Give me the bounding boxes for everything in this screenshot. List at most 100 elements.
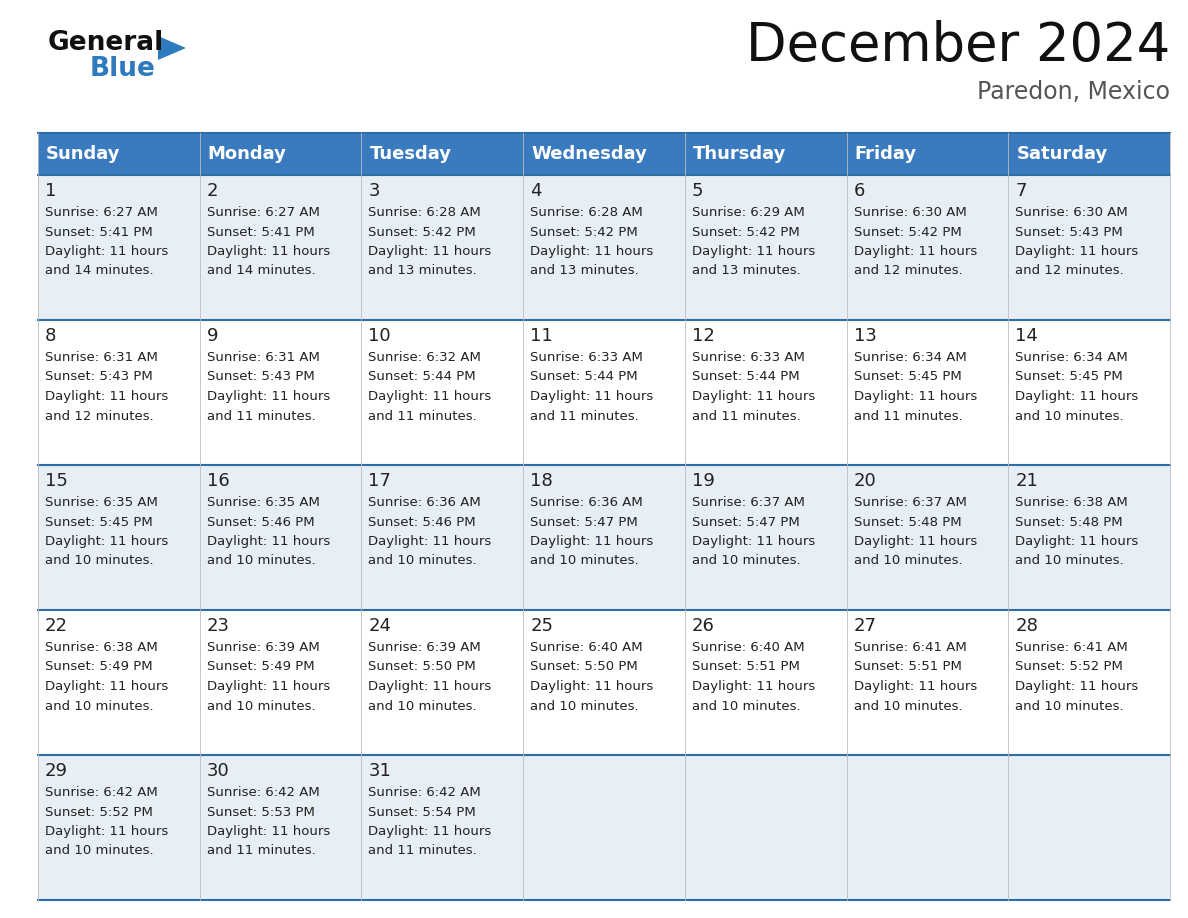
Text: Sunrise: 6:38 AM: Sunrise: 6:38 AM [1016,496,1129,509]
Text: Sunset: 5:45 PM: Sunset: 5:45 PM [1016,371,1123,384]
Text: 11: 11 [530,327,552,345]
Text: Sunrise: 6:34 AM: Sunrise: 6:34 AM [853,351,966,364]
Bar [684,133,847,175]
Text: Sunset: 5:44 PM: Sunset: 5:44 PM [368,371,476,384]
Text: and 11 minutes.: and 11 minutes. [530,409,639,422]
Text: Sunrise: 6:28 AM: Sunrise: 6:28 AM [530,206,643,219]
Text: 12: 12 [691,327,715,345]
Text: 3: 3 [368,182,380,200]
Text: Daylight: 11 hours: Daylight: 11 hours [530,390,653,403]
Text: Daylight: 11 hours: Daylight: 11 hours [368,680,492,693]
Text: and 10 minutes.: and 10 minutes. [207,554,315,567]
Text: Sunrise: 6:42 AM: Sunrise: 6:42 AM [207,786,320,799]
Text: Sunset: 5:41 PM: Sunset: 5:41 PM [45,226,153,239]
Text: Sunset: 5:42 PM: Sunset: 5:42 PM [368,226,476,239]
Text: 17: 17 [368,472,391,490]
Text: Sunrise: 6:31 AM: Sunrise: 6:31 AM [45,351,158,364]
Text: Daylight: 11 hours: Daylight: 11 hours [45,245,169,258]
Text: Sunset: 5:49 PM: Sunset: 5:49 PM [207,660,315,674]
Text: and 11 minutes.: and 11 minutes. [207,845,316,857]
Text: 21: 21 [1016,472,1038,490]
Bar [200,133,361,175]
Text: and 10 minutes.: and 10 minutes. [1016,700,1124,712]
Text: Sunset: 5:43 PM: Sunset: 5:43 PM [45,371,153,384]
Text: Sunrise: 6:40 AM: Sunrise: 6:40 AM [691,641,804,654]
Text: Daylight: 11 hours: Daylight: 11 hours [45,825,169,838]
Text: Sunset: 5:45 PM: Sunset: 5:45 PM [45,516,153,529]
Text: Sunrise: 6:41 AM: Sunrise: 6:41 AM [1016,641,1129,654]
Text: and 14 minutes.: and 14 minutes. [45,264,153,277]
Text: and 10 minutes.: and 10 minutes. [368,700,478,712]
Bar [1009,133,1170,175]
Text: Daylight: 11 hours: Daylight: 11 hours [691,680,815,693]
Text: 22: 22 [45,617,68,635]
Text: Daylight: 11 hours: Daylight: 11 hours [691,535,815,548]
Text: and 10 minutes.: and 10 minutes. [45,554,153,567]
Text: Sunrise: 6:33 AM: Sunrise: 6:33 AM [530,351,643,364]
Text: and 12 minutes.: and 12 minutes. [45,409,153,422]
Text: 14: 14 [1016,327,1038,345]
Text: Daylight: 11 hours: Daylight: 11 hours [853,245,977,258]
Text: Sunset: 5:44 PM: Sunset: 5:44 PM [691,371,800,384]
Text: and 10 minutes.: and 10 minutes. [853,554,962,567]
Text: Daylight: 11 hours: Daylight: 11 hours [691,390,815,403]
Text: Monday: Monday [208,145,286,163]
Text: Wednesday: Wednesday [531,145,647,163]
Text: 6: 6 [853,182,865,200]
Text: 8: 8 [45,327,56,345]
Text: Paredon, Mexico: Paredon, Mexico [977,80,1170,104]
Polygon shape [158,36,187,60]
Text: 18: 18 [530,472,552,490]
Text: Friday: Friday [854,145,917,163]
Text: 1: 1 [45,182,56,200]
Text: Daylight: 11 hours: Daylight: 11 hours [1016,390,1138,403]
Text: Daylight: 11 hours: Daylight: 11 hours [207,390,330,403]
Text: and 13 minutes.: and 13 minutes. [691,264,801,277]
Text: and 11 minutes.: and 11 minutes. [853,409,962,422]
Text: 15: 15 [45,472,68,490]
Text: General: General [48,30,164,56]
Text: Daylight: 11 hours: Daylight: 11 hours [207,680,330,693]
Text: Sunset: 5:45 PM: Sunset: 5:45 PM [853,371,961,384]
Text: Sunrise: 6:35 AM: Sunrise: 6:35 AM [207,496,320,509]
Text: Sunrise: 6:39 AM: Sunrise: 6:39 AM [207,641,320,654]
Text: and 14 minutes.: and 14 minutes. [207,264,315,277]
Text: Sunrise: 6:40 AM: Sunrise: 6:40 AM [530,641,643,654]
Text: and 11 minutes.: and 11 minutes. [368,845,478,857]
Text: Saturday: Saturday [1016,145,1107,163]
Text: and 11 minutes.: and 11 minutes. [368,409,478,422]
Text: and 10 minutes.: and 10 minutes. [853,700,962,712]
Text: Daylight: 11 hours: Daylight: 11 hours [1016,680,1138,693]
Text: Sunrise: 6:28 AM: Sunrise: 6:28 AM [368,206,481,219]
Text: Sunrise: 6:27 AM: Sunrise: 6:27 AM [45,206,158,219]
Text: Daylight: 11 hours: Daylight: 11 hours [45,535,169,548]
Text: 19: 19 [691,472,715,490]
Text: and 10 minutes.: and 10 minutes. [530,554,639,567]
Text: 16: 16 [207,472,229,490]
Text: Sunset: 5:51 PM: Sunset: 5:51 PM [691,660,800,674]
Text: and 10 minutes.: and 10 minutes. [1016,409,1124,422]
Text: and 12 minutes.: and 12 minutes. [1016,264,1124,277]
Bar [38,610,1170,755]
Text: 2: 2 [207,182,219,200]
Text: Daylight: 11 hours: Daylight: 11 hours [853,535,977,548]
Text: and 10 minutes.: and 10 minutes. [45,700,153,712]
Bar [38,175,1170,320]
Text: and 10 minutes.: and 10 minutes. [691,700,801,712]
Text: Sunset: 5:48 PM: Sunset: 5:48 PM [1016,516,1123,529]
Text: Daylight: 11 hours: Daylight: 11 hours [368,245,492,258]
Text: Daylight: 11 hours: Daylight: 11 hours [207,825,330,838]
Text: Sunset: 5:54 PM: Sunset: 5:54 PM [368,805,476,819]
Text: Daylight: 11 hours: Daylight: 11 hours [530,245,653,258]
Text: Thursday: Thursday [693,145,786,163]
Bar [361,133,523,175]
Text: Sunset: 5:42 PM: Sunset: 5:42 PM [530,226,638,239]
Text: 20: 20 [853,472,877,490]
Text: and 11 minutes.: and 11 minutes. [207,409,316,422]
Text: Sunset: 5:41 PM: Sunset: 5:41 PM [207,226,315,239]
Text: Sunrise: 6:36 AM: Sunrise: 6:36 AM [368,496,481,509]
Text: Sunrise: 6:27 AM: Sunrise: 6:27 AM [207,206,320,219]
Text: and 11 minutes.: and 11 minutes. [691,409,801,422]
Text: 9: 9 [207,327,219,345]
Text: Daylight: 11 hours: Daylight: 11 hours [207,245,330,258]
